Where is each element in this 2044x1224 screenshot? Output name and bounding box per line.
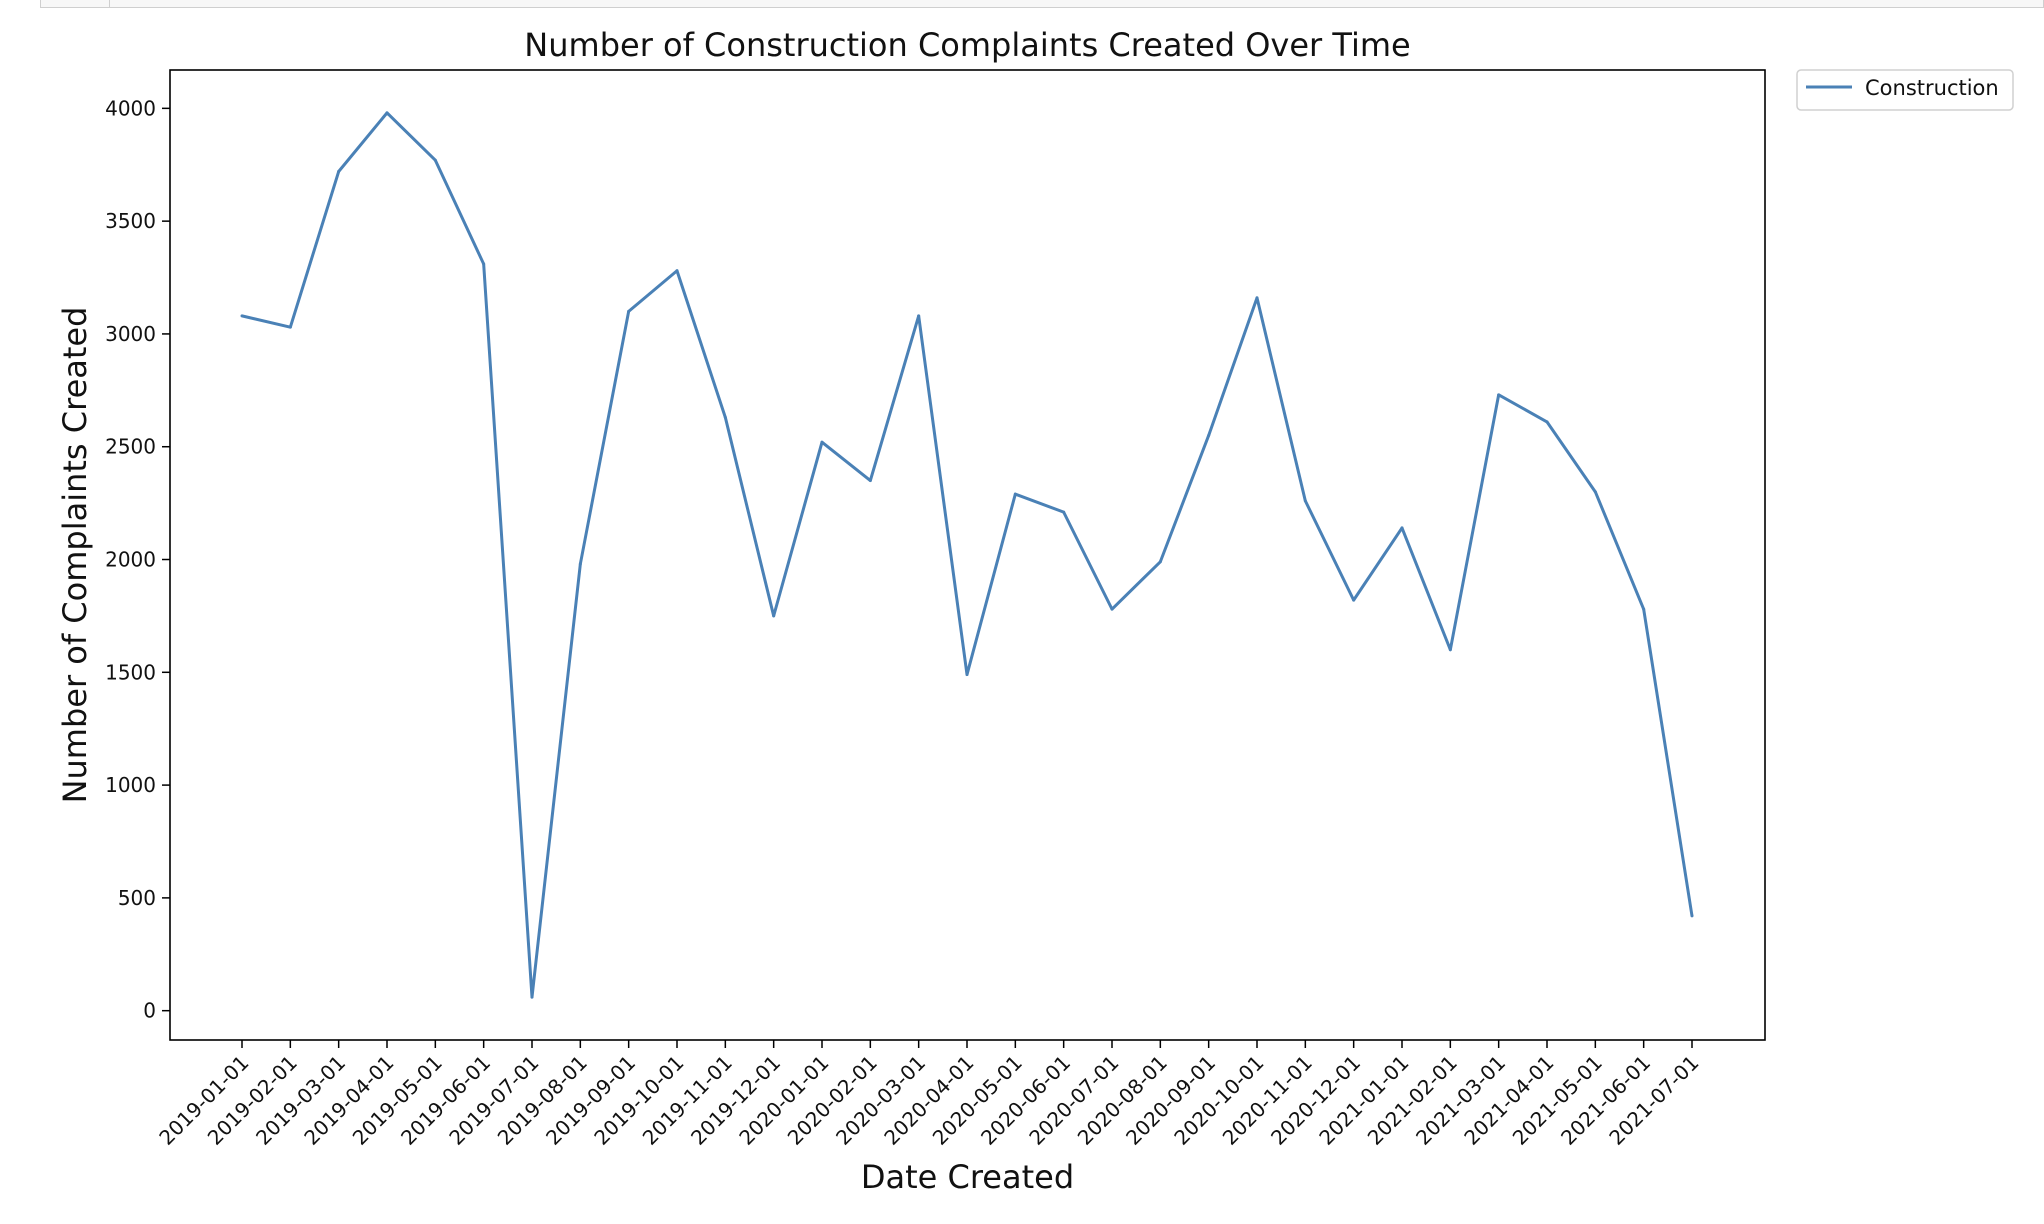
data-point	[675, 269, 679, 273]
y-tick-label: 1500	[105, 660, 156, 684]
plot-area-frame	[169, 69, 1766, 1041]
data-point	[1497, 393, 1501, 397]
data-point	[627, 309, 631, 313]
data-point	[1545, 420, 1549, 424]
data-point	[772, 614, 776, 618]
data-point	[1062, 510, 1066, 514]
data-point	[1642, 607, 1646, 611]
series-line-construction	[241, 111, 1694, 999]
y-tick-label: 500	[118, 886, 156, 910]
data-point	[385, 111, 389, 115]
data-point	[1255, 296, 1259, 300]
y-tick-label: 3500	[105, 209, 156, 233]
data-point	[917, 314, 921, 318]
data-point	[1593, 490, 1597, 494]
x-axis-label: Date Created	[861, 1158, 1074, 1196]
data-point	[965, 673, 969, 677]
toolbar-divider	[109, 0, 110, 8]
data-point	[482, 262, 486, 266]
legend-label: Construction	[1865, 76, 1999, 100]
data-point	[1690, 914, 1694, 918]
data-point	[1448, 648, 1452, 652]
data-point	[1400, 526, 1404, 530]
data-point	[530, 995, 534, 999]
data-point	[433, 158, 437, 162]
legend: Construction	[1796, 69, 2014, 111]
data-point	[1158, 560, 1162, 564]
data-point	[820, 440, 824, 444]
data-point	[1352, 598, 1356, 602]
data-point	[1110, 607, 1114, 611]
y-tick-label: 3000	[105, 322, 156, 346]
chart-title: Number of Construction Complaints Create…	[524, 26, 1410, 64]
y-tick-label: 1000	[105, 773, 156, 797]
data-point	[1303, 499, 1307, 503]
series-layer	[240, 111, 1694, 999]
data-point	[578, 562, 582, 566]
legend-box	[1796, 69, 2014, 111]
y-tick-label: 2000	[105, 548, 156, 572]
data-point	[240, 314, 244, 318]
y-tick-label: 0	[143, 999, 156, 1023]
x-axis: 2019-01-012019-02-012019-03-012019-04-01…	[154, 1040, 1704, 1150]
y-tick-label: 4000	[105, 96, 156, 120]
y-axis: 0 500 1000 1500 2000 2500 3000 3500 4000	[105, 96, 170, 1023]
data-point	[1013, 492, 1017, 496]
data-point	[1207, 433, 1211, 437]
y-axis-label: Number of Complaints Created	[56, 307, 94, 804]
data-point	[337, 170, 341, 174]
data-point	[288, 325, 292, 329]
y-tick-label: 2500	[105, 435, 156, 459]
data-point	[868, 479, 872, 483]
data-point	[723, 415, 727, 419]
